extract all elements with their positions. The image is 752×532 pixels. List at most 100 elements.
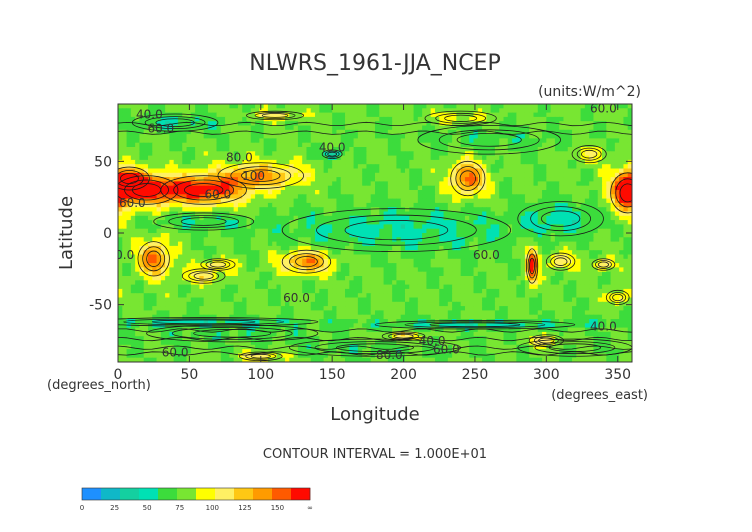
heatmap-cell — [280, 185, 286, 191]
heatmap-cell — [169, 258, 175, 264]
heatmap-cell — [323, 202, 329, 208]
heatmap-cell — [357, 228, 363, 234]
heatmap-cell — [182, 207, 188, 213]
heatmap-cell — [212, 276, 218, 281]
heatmap-cell — [152, 237, 158, 243]
heatmap-cell — [623, 177, 629, 182]
heatmap-cell — [430, 138, 436, 144]
heatmap-cell — [627, 202, 632, 208]
heatmap-cell — [529, 164, 535, 170]
heatmap-cell — [464, 177, 470, 182]
heatmap-cell — [516, 112, 522, 118]
heatmap-cell — [456, 125, 462, 131]
heatmap-cell — [195, 198, 200, 204]
heatmap-cell — [340, 134, 346, 139]
heatmap-cell — [602, 194, 607, 200]
heatmap-cell — [409, 155, 415, 161]
heatmap-cell — [606, 254, 612, 260]
heatmap-cell — [186, 245, 192, 251]
heatmap-cell — [404, 245, 410, 251]
heatmap-cell — [310, 245, 316, 251]
heatmap-cell — [156, 185, 162, 191]
heatmap-cell — [297, 190, 303, 195]
heatmap-cell — [503, 258, 509, 264]
heatmap-cell — [447, 237, 453, 243]
heatmap-cell — [627, 254, 632, 260]
heatmap-cell — [602, 254, 607, 260]
heatmap-cell — [452, 276, 457, 281]
heatmap-cell — [593, 198, 599, 204]
heatmap-cell — [627, 147, 632, 152]
heatmap-cell — [473, 254, 479, 260]
heatmap-cell — [349, 138, 355, 144]
heatmap-cell — [182, 280, 188, 286]
heatmap-cell — [336, 108, 342, 114]
heatmap-cell — [242, 151, 248, 157]
heatmap-cell — [250, 198, 256, 204]
heatmap-cell — [580, 108, 586, 114]
heatmap-cell — [400, 245, 406, 251]
heatmap-cell — [139, 280, 145, 286]
heatmap-cell — [160, 104, 166, 109]
heatmap-cell — [362, 250, 368, 256]
heatmap-cell — [602, 185, 607, 191]
heatmap-cell — [507, 215, 513, 221]
heatmap-cell — [229, 271, 235, 277]
heatmap-cell — [349, 108, 355, 114]
heatmap-cell — [593, 271, 599, 277]
heatmap-cell — [259, 177, 265, 182]
heatmap-cell — [576, 211, 582, 217]
heatmap-cell — [542, 164, 547, 170]
heatmap-cell — [267, 237, 273, 243]
heatmap-cell — [400, 125, 406, 131]
heatmap-cell — [229, 112, 235, 118]
heatmap-cell — [387, 220, 393, 225]
heatmap-cell — [520, 108, 526, 114]
heatmap-cell — [469, 202, 475, 208]
heatmap-cell — [404, 271, 410, 277]
heatmap-cell — [207, 168, 213, 174]
heatmap-cell — [315, 168, 320, 174]
heatmap-cell — [165, 168, 170, 174]
heatmap-cell — [520, 271, 526, 277]
heatmap-cell — [567, 245, 573, 251]
heatmap-cell — [447, 224, 453, 230]
heatmap-cell — [400, 267, 406, 273]
heatmap-cell — [130, 207, 136, 213]
heatmap-cell — [443, 172, 449, 178]
heatmap-cell — [293, 181, 299, 187]
heatmap-cell — [130, 151, 136, 157]
heatmap-cell — [546, 198, 552, 204]
heatmap-cell — [404, 112, 410, 118]
heatmap-cell — [383, 129, 389, 135]
heatmap-cell — [477, 155, 483, 161]
heatmap-cell — [439, 147, 445, 152]
heatmap-cell — [392, 198, 398, 204]
heatmap-cell — [452, 181, 457, 187]
heatmap-cell — [619, 220, 625, 225]
heatmap-cell — [512, 112, 517, 118]
heatmap-cell — [263, 233, 269, 238]
heatmap-cell — [272, 245, 278, 251]
heatmap-cell — [332, 198, 338, 204]
heatmap-cell — [357, 104, 363, 109]
heatmap-cell — [280, 164, 286, 170]
heatmap-cell — [409, 147, 415, 152]
heatmap-cell — [550, 228, 556, 234]
heatmap-cell — [606, 121, 612, 127]
heatmap-cell — [267, 194, 273, 200]
heatmap-cell — [216, 215, 222, 221]
heatmap-cell — [383, 181, 389, 187]
heatmap-cell — [409, 168, 415, 174]
heatmap-cell — [135, 190, 141, 195]
heatmap-cell — [396, 267, 402, 273]
heatmap-cell — [233, 241, 239, 247]
heatmap-cell — [302, 215, 308, 221]
heatmap-cell — [422, 254, 427, 260]
heatmap-cell — [190, 168, 196, 174]
heatmap-cell — [272, 250, 278, 256]
heatmap-cell — [246, 190, 252, 195]
heatmap-cell — [490, 134, 496, 139]
heatmap-cell — [280, 202, 286, 208]
heatmap-cell — [340, 185, 346, 191]
